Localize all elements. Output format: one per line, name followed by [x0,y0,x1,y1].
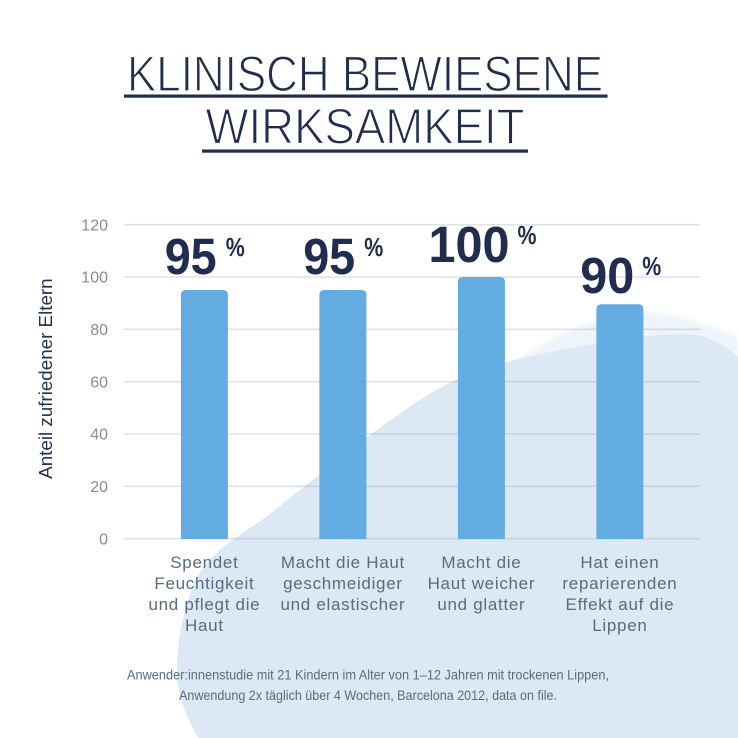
svg-text:KLINISCH BEWIESENE: KLINISCH BEWIESENE [127,46,603,102]
svg-text:95%: 95% [303,228,383,285]
svg-text:120: 120 [81,217,108,234]
svg-text:90%: 90% [580,247,661,304]
svg-text:60: 60 [90,374,108,391]
svg-text:100: 100 [81,270,108,287]
svg-text:95%: 95% [165,228,245,285]
svg-text:Anwender:innenstudie mit 21 Ki: Anwender:innenstudie mit 21 Kindern im A… [127,667,609,683]
svg-text:80: 80 [90,322,108,339]
svg-text:100%: 100% [429,216,537,273]
svg-text:Anwendung 2x täglich über 4 Wo: Anwendung 2x täglich über 4 Wochen, Barc… [179,687,557,703]
svg-text:WIRKSAMKEIT: WIRKSAMKEIT [206,99,525,155]
svg-text:0: 0 [99,531,108,548]
svg-text:20: 20 [90,479,108,496]
svg-text:40: 40 [90,427,108,444]
svg-text:Anteil zufriedener Eltern: Anteil zufriedener Eltern [35,278,56,478]
